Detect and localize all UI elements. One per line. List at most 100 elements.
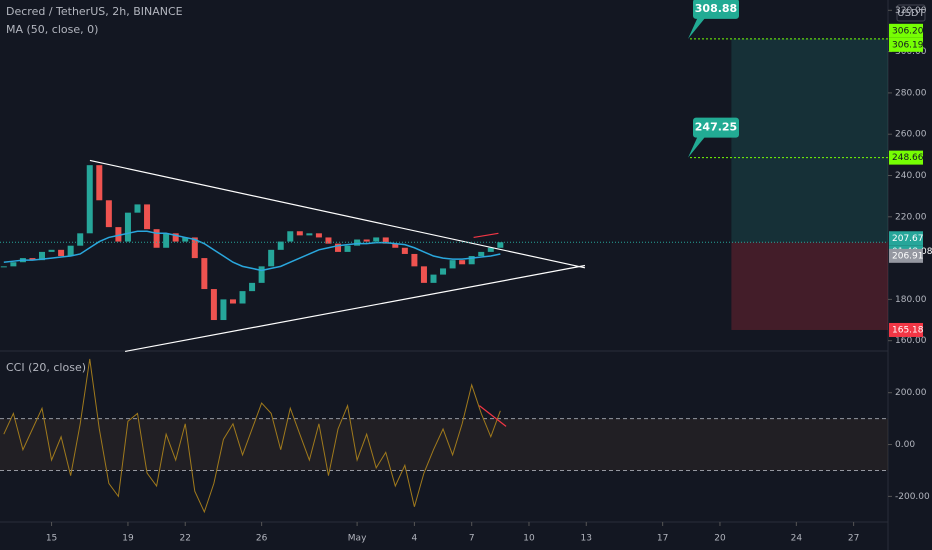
- price-label: 306.19: [892, 40, 924, 50]
- candle: [373, 237, 380, 242]
- candle: [86, 165, 93, 234]
- candle: [296, 231, 303, 236]
- price-label-bg: [889, 248, 923, 263]
- candle: [134, 204, 141, 213]
- callout-box: [693, 0, 739, 19]
- cci-tick-label: 0.00: [895, 440, 915, 450]
- candle: [306, 233, 313, 236]
- x-tick-label: 26: [256, 534, 268, 544]
- candle: [77, 233, 84, 246]
- y-tick-label: 280.00: [895, 88, 927, 98]
- loss-zone: [731, 242, 888, 330]
- candle: [497, 242, 504, 248]
- currency-box[interactable]: [896, 4, 926, 22]
- x-tick-label: 13: [581, 534, 592, 544]
- candle: [487, 247, 494, 252]
- candle: [124, 212, 131, 242]
- x-tick-label: 15: [46, 534, 57, 544]
- candle: [172, 233, 179, 242]
- candle: [268, 249, 275, 267]
- candle: [182, 237, 189, 242]
- candle: [468, 256, 475, 265]
- candle: [315, 233, 322, 238]
- ma-label: MA (50, close, 0): [6, 23, 98, 36]
- x-tick-label: 17: [657, 534, 668, 544]
- price-label: 206.91: [892, 251, 924, 261]
- candle: [229, 299, 236, 304]
- price-label-bg: [889, 150, 923, 165]
- candle: [239, 291, 246, 304]
- y-tick-label: 300.00: [895, 47, 927, 57]
- candle: [115, 227, 122, 242]
- price-label: 306.20: [892, 26, 924, 36]
- candle: [249, 282, 256, 292]
- candle: [411, 253, 418, 267]
- y-tick-label: 220.00: [895, 212, 927, 222]
- x-tick-label: 24: [791, 534, 803, 544]
- trendline: [473, 232, 499, 239]
- candle: [29, 258, 36, 261]
- candle: [67, 245, 74, 257]
- candle: [277, 241, 284, 250]
- price-label-bg: [889, 231, 923, 246]
- candle: [478, 251, 485, 257]
- cci-trendline: [478, 405, 507, 427]
- x-tick-label: 10: [523, 534, 535, 544]
- candle: [401, 247, 408, 254]
- callout-pointer: [688, 135, 706, 158]
- candle: [335, 243, 342, 252]
- candle: [163, 233, 170, 248]
- candle: [0, 266, 7, 268]
- candle: [220, 299, 227, 321]
- callout-pointer: [688, 16, 706, 39]
- y-tick-label: 180.00: [895, 295, 927, 305]
- symbol-title: Decred / TetherUS, 2h, BINANCE: [6, 5, 183, 18]
- candle: [48, 249, 55, 252]
- candle: [430, 274, 437, 283]
- price-label-bg: [889, 322, 923, 337]
- candle: [344, 245, 351, 252]
- candle: [258, 266, 265, 283]
- callout-box: [693, 117, 739, 138]
- x-tick-label: May: [348, 534, 367, 544]
- callout-label: 247.25: [695, 121, 737, 134]
- candle: [144, 204, 151, 230]
- candle: [287, 231, 294, 242]
- candle: [363, 239, 370, 242]
- ma-line: [3, 230, 501, 272]
- candle: [440, 268, 447, 275]
- x-tick-label: 7: [469, 534, 475, 544]
- candle: [191, 237, 198, 259]
- candle: [392, 243, 399, 248]
- y-tick-label: 240.00: [895, 171, 927, 181]
- x-tick-label: 4: [412, 534, 418, 544]
- x-tick-label: 27: [848, 534, 859, 544]
- price-label: 248.66: [892, 153, 924, 163]
- candle: [210, 289, 217, 321]
- cci-line: [3, 358, 501, 514]
- cci-label: CCI (20, close): [6, 361, 86, 374]
- price-label: 165.18: [892, 325, 924, 335]
- candle: [10, 262, 17, 267]
- price-label-bg: [889, 23, 923, 38]
- candle: [153, 229, 160, 248]
- currency: USDT: [897, 8, 925, 19]
- candle: [420, 266, 427, 283]
- candle: [201, 258, 208, 290]
- price-label-bg: [889, 37, 923, 52]
- trendline: [124, 264, 586, 353]
- candle: [382, 237, 389, 244]
- y-tick-label: 320.00: [895, 6, 927, 16]
- trendline: [89, 159, 586, 269]
- y-tick-label: 260.00: [895, 130, 927, 140]
- cci-tick-label: -200.00: [895, 492, 930, 502]
- candle: [325, 237, 332, 244]
- candle: [58, 249, 65, 257]
- candle: [39, 251, 46, 261]
- x-tick-label: 22: [180, 534, 191, 544]
- cci-band: [0, 418, 888, 471]
- candle: [96, 165, 103, 201]
- candle: [449, 260, 456, 269]
- candle: [459, 260, 466, 265]
- callout-label: 308.88: [695, 2, 737, 15]
